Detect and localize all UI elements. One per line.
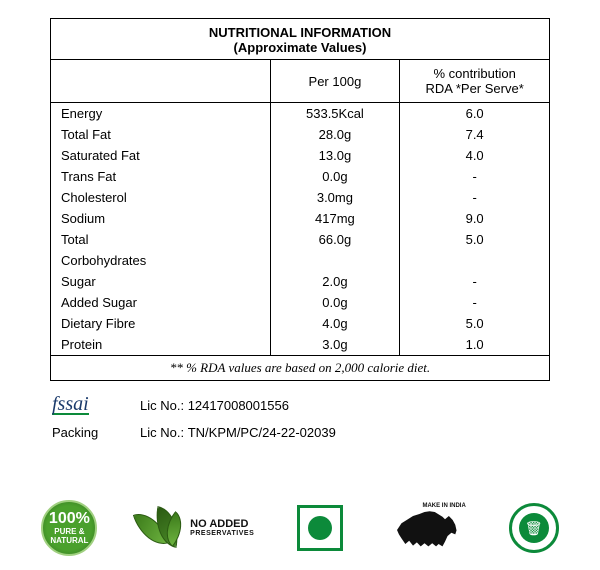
- col-per-100g: Per 100g: [270, 60, 400, 103]
- table-row: Total66.0g5.0: [51, 229, 550, 250]
- row-label: Cholesterol: [51, 187, 271, 208]
- lion-icon: [394, 508, 458, 548]
- row-label: Saturated Fat: [51, 145, 271, 166]
- title-line1: NUTRITIONAL INFORMATION: [51, 25, 549, 40]
- row-per: 2.0g: [270, 271, 400, 292]
- row-rda: -: [400, 166, 550, 187]
- row-label: Corbohydrates: [51, 250, 271, 271]
- badge-no-preservatives: NO ADDED PRESERVATIVES: [140, 508, 254, 548]
- table-row: Protein3.0g1.0: [51, 334, 550, 356]
- nutrition-table: NUTRITIONAL INFORMATION (Approximate Val…: [50, 18, 550, 381]
- row-per: 4.0g: [270, 313, 400, 334]
- table-row: Energy533.5Kcal6.0: [51, 103, 550, 125]
- row-rda: 4.0: [400, 145, 550, 166]
- badge-veg-mark: [297, 505, 343, 551]
- row-rda: -: [400, 187, 550, 208]
- row-rda: 1.0: [400, 334, 550, 356]
- packing-label: Packing: [52, 425, 140, 440]
- table-row: Dietary Fibre4.0g5.0: [51, 313, 550, 334]
- row-rda: 5.0: [400, 229, 550, 250]
- row-per: 417mg: [270, 208, 400, 229]
- row-label: Trans Fat: [51, 166, 271, 187]
- packing-lic-label: Lic No.:: [140, 425, 184, 440]
- row-per: 533.5Kcal: [270, 103, 400, 125]
- row-per: 66.0g: [270, 229, 400, 250]
- row-per: 3.0g: [270, 334, 400, 356]
- row-label: Sugar: [51, 271, 271, 292]
- badge-pure-natural: 100% PURE & NATURAL: [41, 500, 97, 556]
- row-rda: 6.0: [400, 103, 550, 125]
- table-row: Corbohydrates: [51, 250, 550, 271]
- table-title: NUTRITIONAL INFORMATION (Approximate Val…: [51, 19, 550, 60]
- table-row: Sugar2.0g-: [51, 271, 550, 292]
- leaves-icon: [140, 508, 186, 548]
- table-row: Cholesterol3.0mg-: [51, 187, 550, 208]
- table-row: Added Sugar0.0g-: [51, 292, 550, 313]
- row-per: 0.0g: [270, 292, 400, 313]
- row-label: Sodium: [51, 208, 271, 229]
- row-per: 28.0g: [270, 124, 400, 145]
- row-label: Total Fat: [51, 124, 271, 145]
- bin-icon: 🗑: [519, 513, 549, 543]
- table-row: Saturated Fat13.0g4.0: [51, 145, 550, 166]
- row-per: 3.0mg: [270, 187, 400, 208]
- table-row: Trans Fat0.0g-: [51, 166, 550, 187]
- badge-make-in-india: MAKE IN INDIA: [386, 500, 466, 556]
- row-rda: 7.4: [400, 124, 550, 145]
- row-rda: [400, 250, 550, 271]
- row-label: Dietary Fibre: [51, 313, 271, 334]
- fssai-logo: fssai: [52, 395, 89, 415]
- row-label: Total: [51, 229, 271, 250]
- veg-dot-icon: [308, 516, 332, 540]
- row-rda: 5.0: [400, 313, 550, 334]
- row-rda: -: [400, 271, 550, 292]
- license-block: fssai Lic No.: 12417008001556 Packing Li…: [50, 395, 550, 440]
- row-rda: -: [400, 292, 550, 313]
- packing-lic-value: TN/KPM/PC/24-22-02039: [188, 425, 336, 440]
- title-line2: (Approximate Values): [51, 40, 549, 55]
- table-footnote: ** % RDA values are based on 2,000 calor…: [51, 356, 550, 381]
- row-label: Protein: [51, 334, 271, 356]
- row-label: Added Sugar: [51, 292, 271, 313]
- table-row: Total Fat28.0g7.4: [51, 124, 550, 145]
- row-per: [270, 250, 400, 271]
- col-rda: % contribution RDA *Per Serve*: [400, 60, 550, 103]
- fssai-lic-label: Lic No.:: [140, 398, 184, 413]
- table-row: Sodium417mg9.0: [51, 208, 550, 229]
- badge-keep-city-clean: 🗑: [509, 503, 559, 553]
- row-per: 13.0g: [270, 145, 400, 166]
- col-empty: [51, 60, 271, 103]
- fssai-lic-value: 12417008001556: [188, 398, 289, 413]
- row-per: 0.0g: [270, 166, 400, 187]
- badge-row: 100% PURE & NATURAL NO ADDED PRESERVATIV…: [0, 500, 600, 556]
- row-label: Energy: [51, 103, 271, 125]
- row-rda: 9.0: [400, 208, 550, 229]
